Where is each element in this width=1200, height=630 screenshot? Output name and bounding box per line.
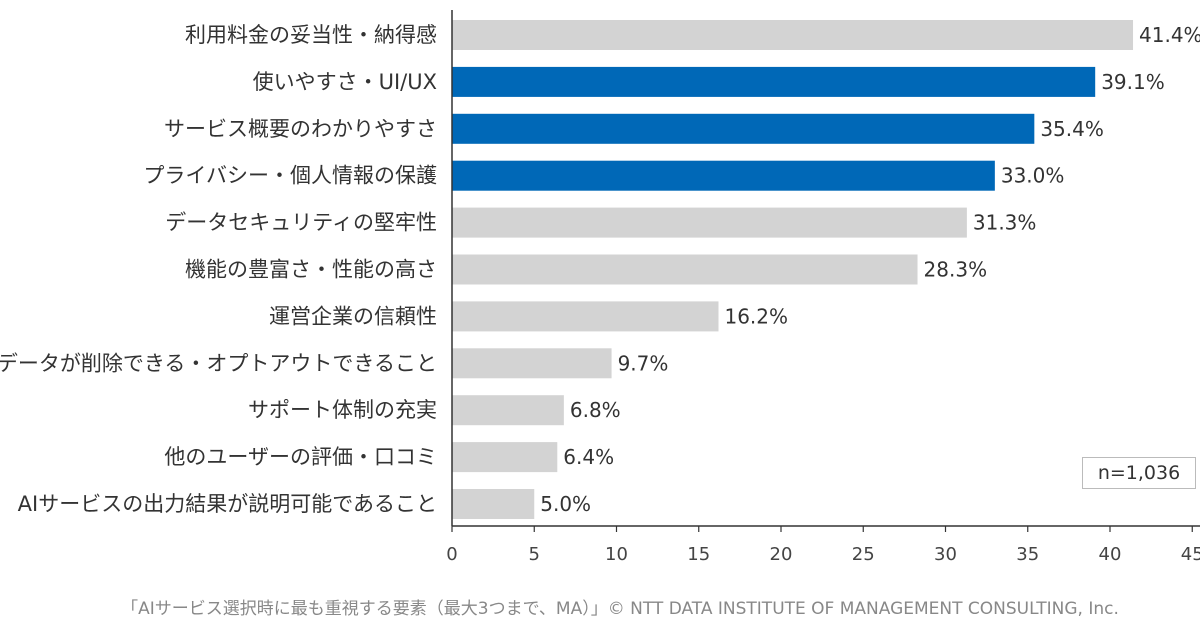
x-tick-label: 30 [934, 544, 957, 565]
value-label: 28.3% [924, 258, 988, 282]
value-label: 16.2% [724, 304, 788, 328]
bar [452, 489, 535, 519]
bar [452, 254, 918, 285]
bar [452, 113, 1035, 144]
x-tick-label: 15 [687, 544, 710, 565]
bar [452, 348, 612, 379]
chart-caption: 「AIサービス選択時に最も重視する要素（最大3つまで、MA）」© NTT DAT… [121, 599, 1119, 619]
x-tick-label: 25 [852, 544, 875, 565]
bar [452, 442, 558, 473]
category-label: データセキュリティの堅牢性 [165, 211, 437, 235]
x-tick-label: 40 [1099, 544, 1122, 565]
category-label: 運営企業の信頼性 [269, 304, 437, 328]
value-label: 33.0% [1001, 164, 1065, 188]
bar [452, 20, 1134, 50]
category-label: サービス概要のわかりやすさ [164, 117, 437, 141]
value-label: 5.0% [540, 492, 591, 516]
value-label: 31.3% [973, 211, 1037, 235]
value-label: 35.4% [1040, 117, 1104, 141]
category-label: 他のユーザーの評価・口コミ [164, 445, 437, 469]
value-label: 9.7% [618, 351, 669, 375]
x-tick-label: 5 [529, 544, 540, 565]
value-label: 41.4% [1139, 23, 1200, 47]
category-label: 利用料金の妥当性・納得感 [185, 23, 437, 47]
bar [452, 395, 564, 426]
category-label: サポート体制の充実 [248, 398, 437, 422]
x-tick-label: 0 [446, 544, 457, 565]
category-label: プライバシー・個人情報の保護 [143, 164, 437, 188]
value-label: 6.4% [563, 445, 614, 469]
value-label: 6.8% [570, 398, 621, 422]
category-label: AIサービスの出力結果が説明可能であること [18, 492, 437, 516]
x-tick-label: 35 [1016, 544, 1039, 565]
x-tick-label: 20 [770, 544, 793, 565]
category-label: 機能の豊富さ・性能の高さ [185, 258, 437, 282]
bar [452, 160, 995, 191]
bar [452, 207, 967, 238]
value-label: 39.1% [1101, 70, 1165, 94]
category-label: 使いやすさ・UI/UX [253, 70, 437, 94]
bar [452, 301, 719, 332]
x-tick-label: 45 [1181, 544, 1200, 565]
bar [452, 66, 1096, 97]
category-label: データが削除できる・オプトアウトできること [0, 351, 437, 375]
sample-size-annotation: n=1,036 [1082, 457, 1196, 489]
x-tick-label: 10 [605, 544, 628, 565]
